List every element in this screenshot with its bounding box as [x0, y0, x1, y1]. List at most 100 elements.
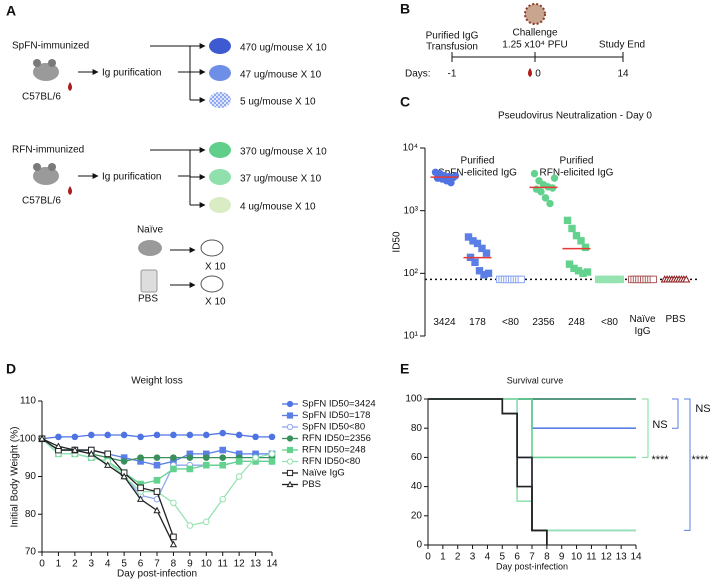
x-tick-label: 7: [154, 559, 160, 570]
marker: [252, 454, 259, 461]
x-axis-label: Day post-infection: [496, 561, 568, 571]
dose-label: 370 ug/mouse X 10: [240, 147, 327, 158]
mouse-icon: [33, 163, 59, 185]
timeline-label: 1.25 x10⁴ PFU: [502, 40, 567, 51]
x-tick-label: 4: [485, 552, 491, 563]
x-tick-label: 5: [121, 559, 127, 570]
branch: [178, 150, 191, 205]
marker: [153, 461, 161, 469]
mouse-icon: [33, 59, 59, 81]
marker: [471, 258, 479, 266]
marker: [219, 429, 227, 437]
marker: [550, 174, 559, 182]
marker: [568, 224, 576, 233]
marker: [563, 216, 572, 225]
marker: [170, 465, 177, 473]
x-axis-label: Day post-infection: [117, 569, 197, 579]
y-tick-label: 10²: [404, 268, 419, 279]
y-tick-label: 60: [411, 452, 423, 463]
marker: [153, 488, 161, 495]
significance-label: ****: [691, 454, 709, 466]
marker: [235, 431, 243, 439]
panel-b: B Purified IgG Transfusion Challenge 1.2…: [400, 1, 645, 80]
y-tick-label: 20: [411, 510, 423, 521]
marker: [202, 454, 210, 461]
survival-curve: [428, 398, 548, 545]
marker: [268, 433, 276, 441]
pbs-label: PBS: [138, 294, 158, 305]
marker: [54, 442, 63, 450]
marker: [235, 458, 243, 465]
step-label: Ig purification: [102, 172, 161, 183]
marker: [252, 433, 259, 441]
marker: [202, 461, 210, 469]
x-tick-label: 14: [630, 552, 642, 563]
marker: [202, 518, 210, 526]
x-tick-label: 1: [56, 559, 62, 570]
mouse-icon: [209, 38, 231, 54]
dose-label: 470 ug/mouse X 10: [240, 43, 327, 54]
y-tick-label: 10⁴: [403, 143, 418, 154]
timeline-label: Challenge: [512, 28, 557, 39]
timeline-label: Transfusion: [426, 42, 478, 53]
marker: [286, 435, 294, 442]
y-tick-label: 110: [20, 396, 36, 407]
significance-label: NS: [652, 419, 667, 431]
dose-label: 5 ug/mouse X 10: [240, 97, 316, 108]
marker: [475, 267, 484, 275]
panel-letter: C: [400, 94, 410, 110]
marker: [464, 233, 473, 241]
y-tick-label: 40: [411, 481, 423, 492]
mouse-icon: [200, 275, 224, 293]
dose-label: 4 ug/mouse X 10: [240, 202, 316, 213]
count-label: X 10: [205, 262, 226, 273]
legend-label: SpFN ID50<80: [302, 422, 365, 433]
marker: [170, 431, 177, 439]
panel-letter: E: [400, 361, 409, 377]
blood-drop: [68, 82, 72, 91]
group-title: RFN-elicited IgG: [540, 168, 614, 179]
timeline: [451, 52, 624, 62]
marker: [170, 533, 177, 541]
legend-label: PBS: [302, 479, 321, 490]
day-label: 14: [617, 69, 629, 80]
group-title: Purified: [560, 156, 594, 167]
marker: [38, 434, 46, 442]
y-tick-label: 80: [25, 509, 37, 520]
x-tick-label: 9: [187, 559, 193, 570]
group-title: Purified: [461, 156, 495, 167]
marker: [286, 469, 294, 477]
marker: [583, 268, 592, 276]
y-tick-label: 10³: [404, 205, 419, 216]
x-tick-label: 13: [250, 559, 262, 570]
x-tick-label: 12: [234, 559, 246, 570]
marker: [104, 450, 112, 458]
count-label: X 10: [205, 297, 226, 308]
x-tick-label: 14: [266, 559, 278, 570]
x-tick-label: 8: [171, 559, 177, 570]
x-tick-label: 11: [218, 559, 229, 570]
marker: [565, 260, 574, 268]
y-tick-label: 0: [416, 540, 422, 551]
y-tick-label: 90: [25, 471, 37, 482]
dose-label: 47 ug/mouse X 10: [240, 70, 322, 81]
marker: [186, 465, 194, 473]
x-tick-label: 6: [138, 559, 144, 570]
x-tick-label: 2: [72, 559, 78, 570]
marker: [153, 476, 161, 484]
marker: [286, 423, 294, 431]
marker: [137, 484, 144, 492]
y-tick-label: 10¹: [404, 331, 419, 342]
bracket: [684, 398, 691, 531]
marker: [219, 446, 227, 454]
days-label: Days:: [405, 69, 431, 80]
panel-letter: A: [6, 3, 16, 19]
marker: [286, 458, 294, 465]
marker: [186, 454, 194, 461]
marker: [482, 249, 491, 257]
y-tick-label: 70: [25, 547, 37, 558]
bottle-icon: [140, 269, 158, 293]
x-tick-label: 9: [559, 552, 565, 563]
